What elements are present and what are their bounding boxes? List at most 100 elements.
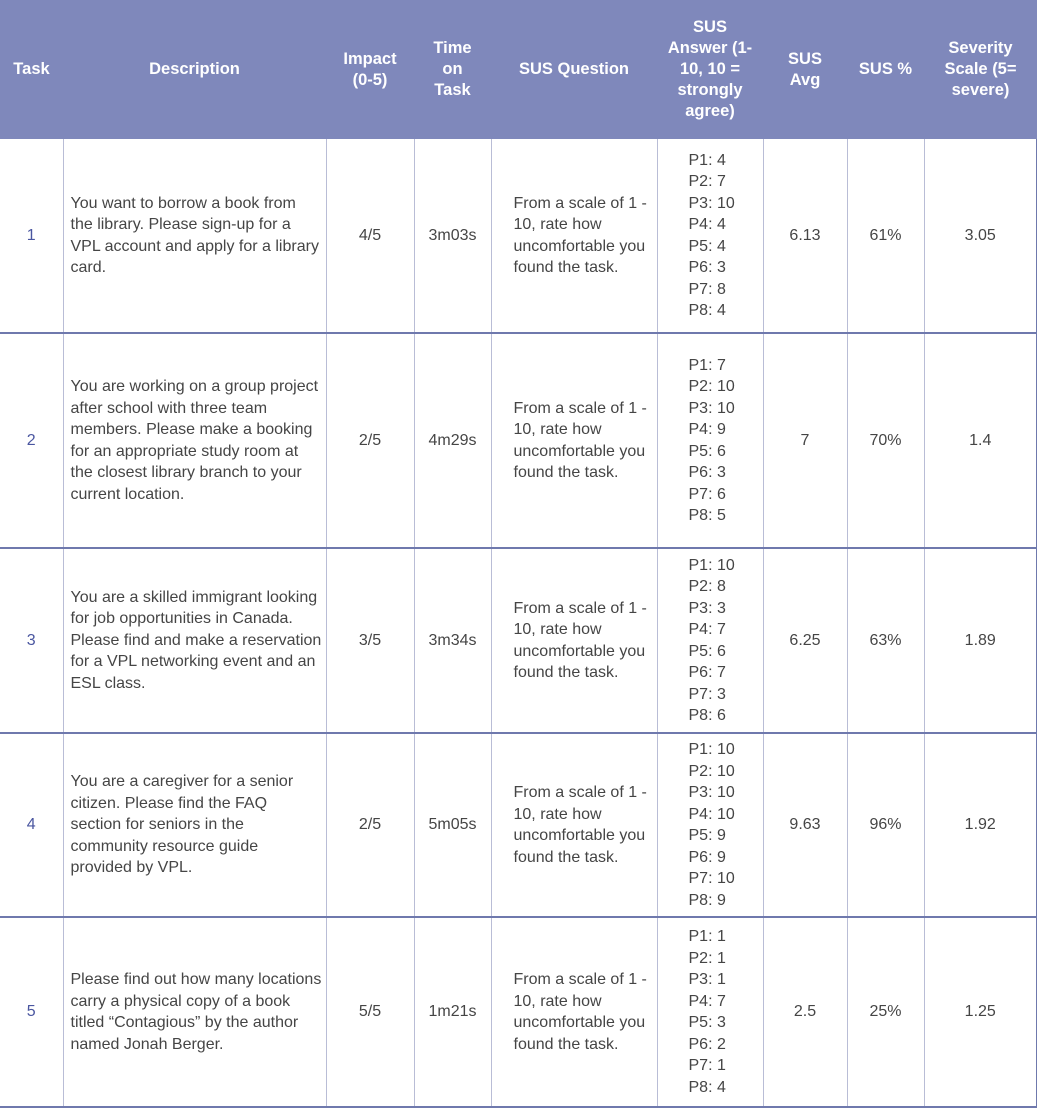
- participant-answer: P3: 3: [688, 599, 726, 617]
- participant-answer: P4: 9: [688, 421, 726, 438]
- participant-answer: P4: 4: [688, 216, 726, 233]
- sus-pct-cell: 25%: [846, 917, 925, 1108]
- participant-answer: P8: 4: [688, 1078, 726, 1096]
- participant-answer: P2: 1: [688, 949, 726, 967]
- participant-answer: P5: 4: [688, 237, 726, 255]
- participant-answer: P3: 10: [688, 399, 735, 417]
- task-description: You want to borrow a book from the libra…: [62, 139, 327, 334]
- participant-answer: P1: 7: [688, 356, 726, 374]
- participant-answer: P2: 10: [688, 378, 735, 395]
- header-sus-answer: SUS Answer (1-10, 10 = strongly agree): [657, 0, 763, 139]
- participant-answer: P3: 10: [688, 194, 735, 212]
- participant-answer: P2: 8: [688, 578, 726, 595]
- impact-cell: 2/5: [325, 333, 415, 549]
- sus-answer-cell: P1: 7 P2: 10 P3: 10 P4: 9 P5: 6 P6: 3 P7: 6 P8:…: [656, 333, 764, 549]
- time-on-task-cell: 5m05s: [413, 733, 492, 918]
- participant-answer: P7: 3: [688, 685, 726, 703]
- sus-avg-cell: 9.63: [762, 733, 848, 918]
- participant-answer: P7: 1: [688, 1057, 726, 1074]
- participant-answer: P8: 4: [688, 302, 726, 319]
- table-row: 3 You are a skilled immigrant looking for…: [0, 548, 1037, 734]
- sus-avg-cell: 7: [762, 333, 848, 549]
- participant-answer: P1: 10: [688, 556, 735, 574]
- time-on-task-cell: 3m34s: [413, 548, 492, 734]
- task-number: 1: [0, 139, 64, 334]
- sus-answer-cell: P1: 10 P2: 10 P3: 10 P4: 10 P5: 9 P6: 9 P7: 10…: [656, 733, 764, 918]
- table-row: 1 You want to borrow a book from the libr…: [0, 139, 1037, 334]
- participant-answer: P8: 5: [688, 507, 726, 524]
- header-description: Description: [63, 0, 326, 139]
- participant-answer: P6: 3: [688, 259, 726, 276]
- task-description: Please find out how many locations carry…: [62, 917, 327, 1108]
- sus-avg-cell: 6.25: [762, 548, 848, 734]
- participant-answer: P2: 7: [688, 173, 726, 190]
- sus-pct-cell: 63%: [846, 548, 925, 734]
- sus-question-cell: From a scale of 1 - 10, rate how uncomfo…: [490, 733, 658, 918]
- sus-pct-cell: 70%: [846, 333, 925, 549]
- sus-answer-cell: P1: 4 P2: 7 P3: 10 P4: 4 P5: 4 P6: 3 P7: 8 P8: …: [656, 139, 764, 334]
- participant-answer: P4: 7: [688, 992, 726, 1010]
- participant-answer: P3: 10: [688, 784, 735, 801]
- impact-cell: 5/5: [325, 917, 415, 1108]
- impact-cell: 2/5: [325, 733, 415, 918]
- task-number: 3: [0, 548, 64, 734]
- task-description: You are a caregiver for a senior citizen…: [62, 733, 327, 918]
- sus-question-cell: From a scale of 1 - 10, rate how uncomfo…: [490, 333, 658, 549]
- task-number: 5: [0, 917, 64, 1108]
- participant-answer: P6: 9: [688, 848, 726, 866]
- participant-answer: P5: 6: [688, 642, 726, 660]
- severity-cell: 1.4: [923, 333, 1037, 549]
- sus-question-cell: From a scale of 1 - 10, rate how uncomfo…: [490, 917, 658, 1108]
- severity-cell: 1.92: [923, 733, 1037, 918]
- participant-answer: P7: 10: [688, 870, 735, 887]
- participant-answer: P6: 3: [688, 464, 726, 481]
- severity-cell: 3.05: [923, 139, 1037, 334]
- header-impact: Impact (0-5): [326, 0, 414, 139]
- participant-answer: P7: 6: [688, 485, 726, 503]
- participant-answer: P6: 2: [688, 1035, 726, 1053]
- participant-answer: P5: 3: [688, 1014, 726, 1031]
- sus-answer-cell: P1: 10 P2: 8 P3: 3 P4: 7 P5: 6 P6: 7 P7: 3 P8: …: [656, 548, 764, 734]
- header-sus-avg: SUS Avg: [763, 0, 847, 139]
- participant-answer: P3: 1: [688, 971, 726, 988]
- participant-answer: P2: 10: [688, 762, 735, 780]
- header-task: Task: [0, 0, 63, 139]
- time-on-task-cell: 3m03s: [413, 139, 492, 334]
- participant-answer: P1: 4: [688, 151, 726, 169]
- sus-pct-cell: 61%: [846, 139, 925, 334]
- task-description: You are working on a group project after…: [62, 333, 327, 549]
- participant-answer: P4: 7: [688, 621, 726, 638]
- table-row: 2 You are working on a group project afte…: [0, 333, 1037, 549]
- participant-answer: P6: 7: [688, 664, 726, 681]
- time-on-task-cell: 1m21s: [413, 917, 492, 1108]
- sus-avg-cell: 2.5: [762, 917, 848, 1108]
- table-row: 5 Please find out how many locations carr…: [0, 917, 1037, 1108]
- sus-question-cell: From a scale of 1 - 10, rate how uncomfo…: [490, 548, 658, 734]
- participant-answer: P1: 10: [688, 741, 735, 758]
- time-on-task-cell: 4m29s: [413, 333, 492, 549]
- participant-answer: P5: 9: [688, 827, 726, 844]
- header-sus-question: SUS Question: [491, 0, 657, 139]
- participant-answer: P1: 1: [688, 928, 726, 945]
- severity-cell: 1.89: [923, 548, 1037, 734]
- severity-cell: 1.25: [923, 917, 1037, 1108]
- participant-answer: P5: 6: [688, 442, 726, 460]
- impact-cell: 4/5: [325, 139, 415, 334]
- participant-answer: P4: 10: [688, 805, 735, 823]
- impact-cell: 3/5: [325, 548, 415, 734]
- task-number: 2: [0, 333, 64, 549]
- task-number: 4: [0, 733, 64, 918]
- participant-answer: P7: 8: [688, 280, 726, 298]
- task-description: You are a skilled immigrant looking for …: [62, 548, 327, 734]
- participant-answer: P8: 6: [688, 707, 726, 724]
- sus-question-cell: From a scale of 1 - 10, rate how uncomfo…: [490, 139, 658, 334]
- sus-pct-cell: 96%: [846, 733, 925, 918]
- header-time: Time on Task: [414, 0, 491, 139]
- sus-answer-cell: P1: 1 P2: 1 P3: 1 P4: 7 P5: 3 P6: 2 P7: 1 P8: 4: [656, 917, 764, 1108]
- table-row: 4 You are a caregiver for a senior citize…: [0, 733, 1037, 918]
- header-sus-pct: SUS %: [847, 0, 924, 139]
- header-row: Task Description Impact (0-5) Time on Ta…: [0, 0, 1037, 139]
- sus-avg-cell: 6.13: [762, 139, 848, 334]
- participant-answer: P8: 9: [688, 891, 726, 909]
- header-severity: Severity Scale (5= severe): [924, 0, 1037, 139]
